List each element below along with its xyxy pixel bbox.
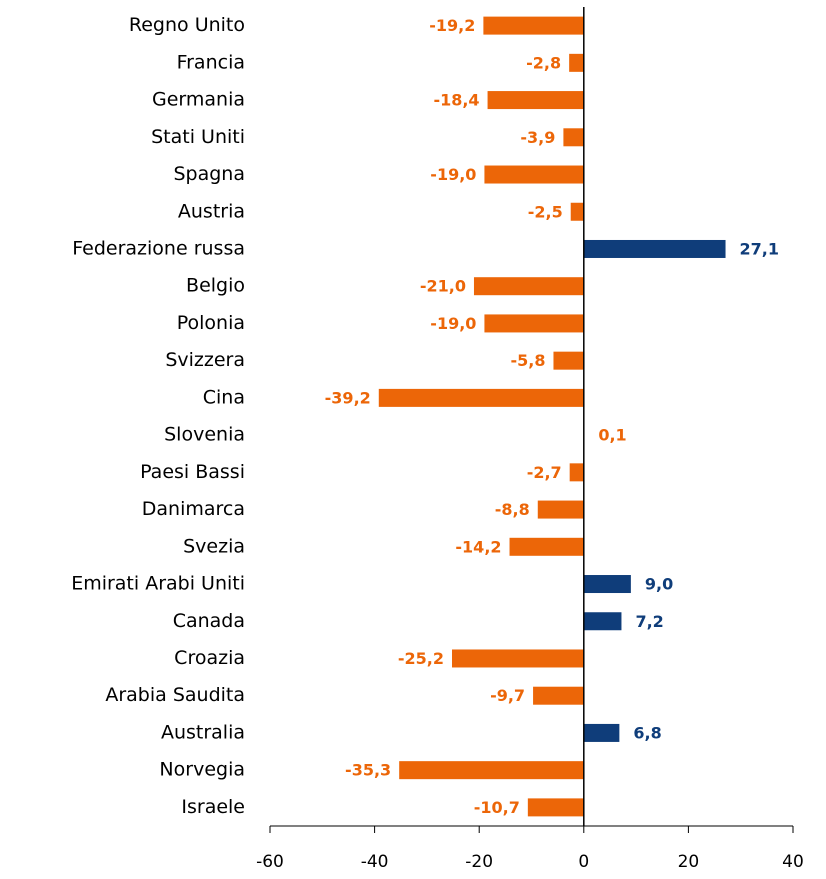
category-label: Svezia (183, 535, 245, 557)
bar (484, 165, 584, 184)
value-label: -21,0 (420, 277, 466, 296)
bar (563, 128, 584, 147)
x-tick-label: -40 (361, 852, 389, 872)
bar (537, 500, 584, 519)
value-label: 27,1 (740, 239, 779, 258)
bar (569, 463, 584, 482)
category-label: Arabia Saudita (105, 684, 245, 706)
value-label: 0,1 (598, 426, 626, 445)
category-label: Francia (177, 51, 245, 73)
bar (583, 723, 620, 742)
bar (570, 202, 584, 221)
category-label: Regno Unito (129, 14, 245, 36)
category-label: Australia (161, 721, 245, 743)
value-label: -8,8 (495, 500, 530, 519)
value-label: -2,7 (527, 463, 562, 482)
bar (509, 537, 584, 556)
category-label: Germania (152, 89, 245, 111)
bar (553, 351, 584, 370)
value-label: -18,4 (433, 91, 479, 110)
bar (527, 798, 584, 817)
category-label: Israele (181, 796, 245, 818)
category-label: Paesi Bassi (140, 461, 245, 483)
category-label: Cina (203, 386, 245, 408)
value-label: 7,2 (635, 612, 663, 631)
category-label: Spagna (173, 163, 245, 185)
category-label: Emirati Arabi Uniti (71, 573, 245, 595)
value-label: -10,7 (474, 798, 520, 817)
value-label: -25,2 (398, 649, 444, 668)
value-label: -14,2 (455, 537, 501, 556)
bar (452, 649, 584, 668)
value-label: -3,9 (520, 128, 555, 147)
bar (583, 612, 622, 631)
category-label: Federazione russa (72, 237, 245, 259)
value-label: -2,8 (526, 53, 561, 72)
bar (483, 16, 584, 35)
bar (484, 314, 584, 333)
bar (569, 53, 584, 72)
category-label: Austria (178, 200, 245, 222)
category-label: Svizzera (165, 349, 245, 371)
value-label: -9,7 (490, 686, 525, 705)
value-label: 9,0 (645, 575, 673, 594)
category-label: Stati Uniti (151, 126, 245, 148)
x-tick-label: 40 (782, 852, 804, 872)
value-label: -39,2 (325, 388, 371, 407)
value-label: -2,5 (528, 202, 563, 221)
bar (533, 686, 584, 705)
category-label: Croazia (174, 647, 245, 669)
x-tick-label: -20 (465, 852, 493, 872)
value-label: -35,3 (345, 761, 391, 780)
category-label: Polonia (177, 312, 245, 334)
value-label: -5,8 (510, 351, 545, 370)
category-label: Slovenia (164, 424, 245, 446)
value-label: -19,0 (430, 314, 476, 333)
category-label: Danimarca (142, 498, 245, 520)
value-label: -19,2 (429, 16, 475, 35)
category-label: Belgio (186, 275, 245, 297)
category-label: Canada (173, 610, 245, 632)
category-label: Norvegia (159, 759, 245, 781)
bar (378, 388, 584, 407)
x-tick-label: 0 (578, 852, 589, 872)
bar (583, 239, 726, 258)
bar (583, 575, 631, 594)
value-label: -19,0 (430, 165, 476, 184)
x-tick-label: -60 (256, 852, 284, 872)
x-tick-label: 20 (678, 852, 700, 872)
bar (487, 91, 584, 110)
value-label: 6,8 (633, 723, 661, 742)
bar (399, 761, 584, 780)
bar (473, 277, 584, 296)
